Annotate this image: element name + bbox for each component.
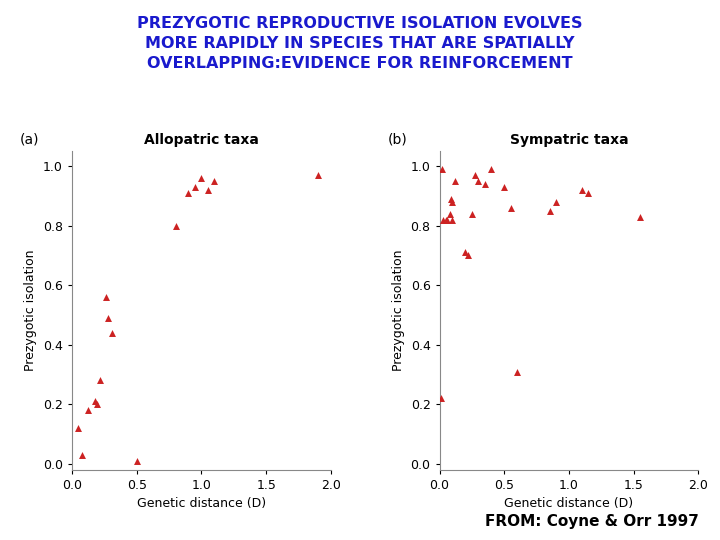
Text: PREZYGOTIC REPRODUCTIVE ISOLATION EVOLVES
MORE RAPIDLY IN SPECIES THAT ARE SPATI: PREZYGOTIC REPRODUCTIVE ISOLATION EVOLVE… (138, 16, 582, 71)
Point (485, 165, 497, 173)
Point (449, 177, 461, 185)
Point (82, 406, 94, 415)
Title: Sympatric taxa: Sympatric taxa (510, 133, 629, 147)
Point (183, 188, 194, 197)
Point (576, 186, 588, 194)
Point (550, 198, 562, 206)
Point (73, 424, 84, 433)
Point (582, 188, 594, 197)
Point (76, 450, 88, 459)
Point (107, 328, 118, 337)
Point (459, 248, 471, 256)
Y-axis label: Prezygotic isolation: Prezygotic isolation (24, 249, 37, 372)
Point (505, 204, 516, 212)
Point (196, 174, 207, 183)
Point (446, 198, 458, 206)
Text: FROM: Coyne & Orr 1997: FROM: Coyne & Orr 1997 (485, 514, 698, 529)
X-axis label: Genetic distance (D): Genetic distance (D) (505, 497, 634, 510)
Point (131, 456, 143, 465)
Point (102, 314, 114, 322)
Y-axis label: Prezygotic isolation: Prezygotic isolation (392, 249, 405, 372)
Point (170, 221, 181, 230)
Point (446, 215, 458, 224)
Point (100, 293, 112, 301)
Point (544, 206, 555, 215)
Point (446, 194, 457, 203)
Point (498, 183, 510, 191)
Title: Allopatric taxa: Allopatric taxa (144, 133, 259, 147)
Point (469, 171, 480, 179)
Point (462, 251, 474, 260)
Text: (b): (b) (388, 132, 408, 146)
Point (89, 397, 101, 406)
Point (438, 215, 449, 224)
Point (202, 186, 214, 194)
X-axis label: Genetic distance (D): Genetic distance (D) (137, 497, 266, 510)
Point (479, 180, 490, 188)
Point (440, 215, 451, 224)
Point (472, 177, 484, 185)
Text: (a): (a) (20, 132, 40, 146)
Point (444, 210, 456, 218)
Point (436, 165, 448, 173)
Point (312, 171, 324, 179)
Point (634, 212, 646, 221)
Point (95, 376, 107, 385)
Point (466, 210, 477, 218)
Point (91, 400, 102, 409)
Point (435, 394, 446, 403)
Point (209, 177, 220, 185)
Point (441, 215, 453, 224)
Point (189, 183, 201, 191)
Point (511, 367, 523, 376)
